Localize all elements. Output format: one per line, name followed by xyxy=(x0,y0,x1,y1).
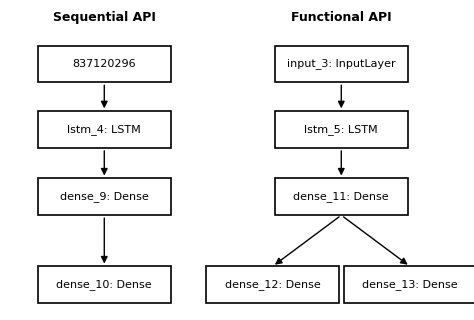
Text: Functional API: Functional API xyxy=(291,11,392,24)
Text: dense_10: Dense: dense_10: Dense xyxy=(56,279,152,290)
Text: 837120296: 837120296 xyxy=(73,59,136,69)
Text: Sequential API: Sequential API xyxy=(53,11,156,24)
FancyBboxPatch shape xyxy=(38,111,171,148)
FancyBboxPatch shape xyxy=(38,45,171,82)
FancyBboxPatch shape xyxy=(275,45,408,82)
FancyBboxPatch shape xyxy=(344,266,474,303)
Text: dense_11: Dense: dense_11: Dense xyxy=(293,191,389,202)
Text: dense_12: Dense: dense_12: Dense xyxy=(225,279,320,290)
FancyBboxPatch shape xyxy=(275,179,408,215)
Text: lstm_5: LSTM: lstm_5: LSTM xyxy=(304,124,378,135)
FancyBboxPatch shape xyxy=(206,266,339,303)
Text: lstm_4: LSTM: lstm_4: LSTM xyxy=(67,124,141,135)
Text: dense_13: Dense: dense_13: Dense xyxy=(362,279,458,290)
FancyBboxPatch shape xyxy=(38,179,171,215)
Text: input_3: InputLayer: input_3: InputLayer xyxy=(287,59,396,69)
Text: dense_9: Dense: dense_9: Dense xyxy=(60,191,149,202)
FancyBboxPatch shape xyxy=(275,111,408,148)
FancyBboxPatch shape xyxy=(38,266,171,303)
